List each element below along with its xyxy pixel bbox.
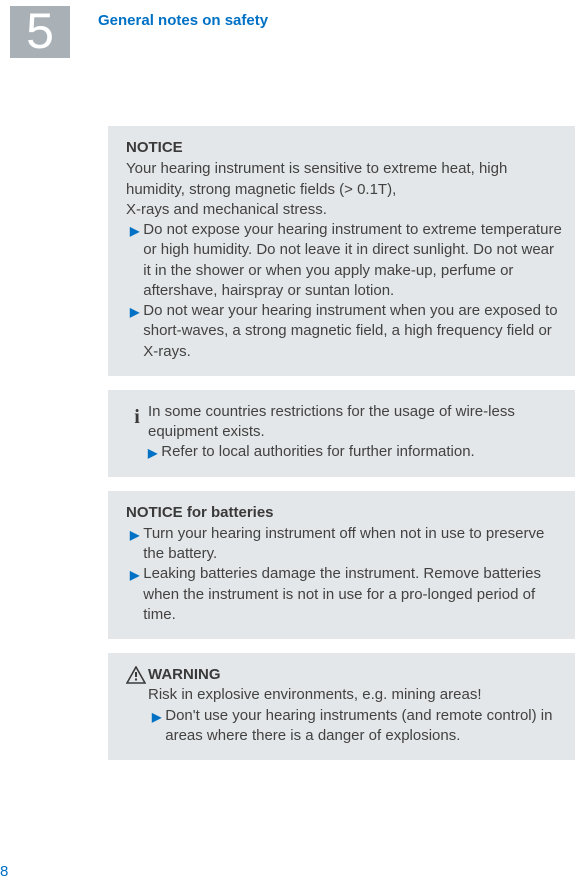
warning-box: WARNING Risk in explosive environments, …	[108, 653, 575, 760]
bullet-item: ▶ Leaking batteries damage the instrumen…	[126, 564, 563, 625]
bullet-text: Do not expose your hearing instrument to…	[143, 220, 563, 301]
bullet-item: ▶ Don't use your hearing instruments (an…	[148, 706, 563, 747]
bullet-item: ▶ Refer to local authorities for further…	[148, 442, 563, 462]
page-content: NOTICE Your hearing instrument is sensit…	[0, 58, 577, 760]
info-icon: i	[134, 404, 140, 431]
chapter-title: General notes on safety	[98, 6, 268, 29]
chapter-number-box: 5	[10, 6, 70, 58]
bullet-item: ▶ Do not expose your hearing instrument …	[126, 220, 563, 301]
page-number: 8	[0, 863, 8, 880]
bullet-text: Refer to local authorities for further i…	[161, 442, 563, 462]
warning-title: WARNING	[148, 665, 563, 685]
page-header: 5 General notes on safety	[0, 0, 577, 58]
bullet-text: Don't use your hearing instruments (and …	[165, 706, 563, 747]
warning-lead: Risk in explosive environments, e.g. min…	[148, 685, 563, 705]
bullet-text: Leaking batteries damage the instrument.…	[143, 564, 563, 625]
bullet-text: Turn your hearing instrument off when no…	[143, 524, 563, 565]
notice-lead: Your hearing instrument is sensitive to …	[126, 159, 563, 220]
bullet-icon: ▶	[130, 223, 139, 239]
warning-text-wrap: WARNING Risk in explosive environments, …	[148, 665, 563, 746]
info-text-wrap: In some countries restrictions for the u…	[148, 402, 563, 463]
bullet-icon: ▶	[130, 567, 139, 583]
notice-box-batteries: NOTICE for batteries ▶ Turn your hearing…	[108, 491, 575, 640]
notice-box-1: NOTICE Your hearing instrument is sensit…	[108, 126, 575, 376]
bullet-icon: ▶	[148, 445, 157, 461]
info-icon-wrap: i	[126, 402, 148, 431]
notice-batteries-title: NOTICE for batteries	[126, 503, 563, 523]
info-box: i In some countries restrictions for the…	[108, 390, 575, 477]
warning-icon	[126, 666, 146, 684]
bullet-icon: ▶	[152, 709, 161, 725]
info-lead: In some countries restrictions for the u…	[148, 402, 563, 443]
bullet-text: Do not wear your hearing instrument when…	[143, 301, 563, 362]
bullet-icon: ▶	[130, 527, 139, 543]
bullet-item: ▶ Do not wear your hearing instrument wh…	[126, 301, 563, 362]
bullet-icon: ▶	[130, 304, 139, 320]
bullet-item: ▶ Turn your hearing instrument off when …	[126, 524, 563, 565]
notice-title: NOTICE	[126, 138, 563, 158]
chapter-number: 5	[26, 6, 54, 56]
warning-icon-wrap	[126, 665, 148, 684]
